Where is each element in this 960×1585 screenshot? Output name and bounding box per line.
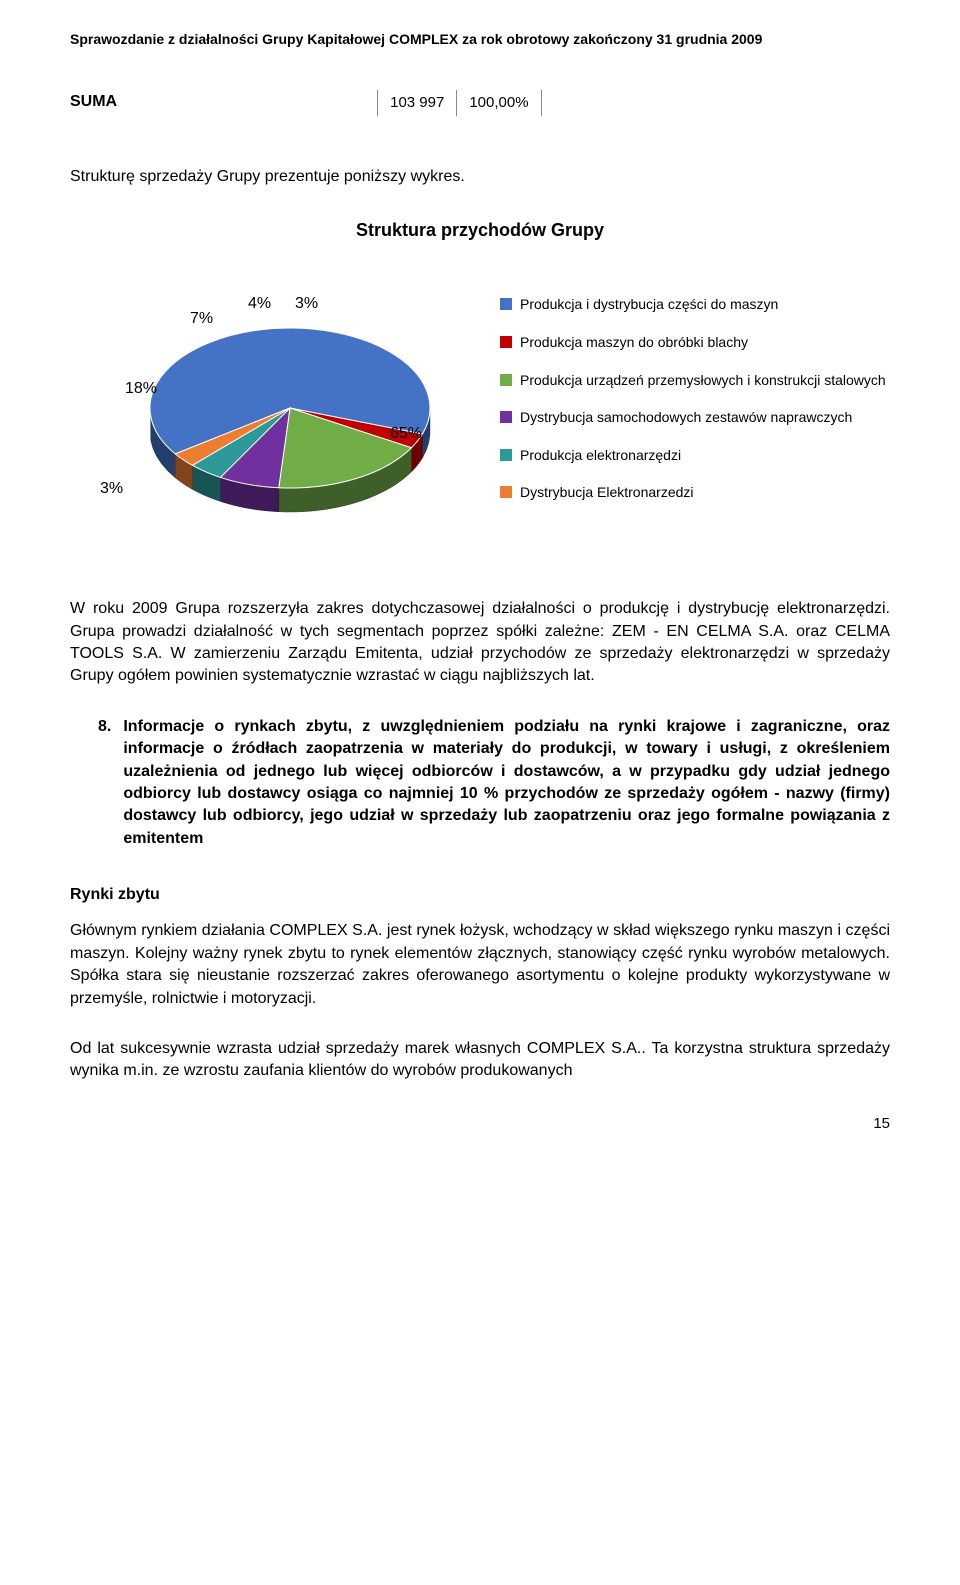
page-number: 15 bbox=[70, 1113, 890, 1134]
suma-label: SUMA bbox=[70, 90, 378, 116]
legend-label: Produkcja urządzeń przemysłowych i konst… bbox=[520, 371, 886, 391]
legend-label: Produkcja i dystrybucja części do maszyn bbox=[520, 295, 778, 315]
legend-item: Produkcja i dystrybucja części do maszyn bbox=[500, 295, 890, 315]
legend-item: Produkcja elektronarzędzi bbox=[500, 446, 890, 466]
suma-row: SUMA 103 997 100,00% bbox=[70, 90, 890, 116]
legend-swatch bbox=[500, 298, 512, 310]
rynki-heading: Rynki zbytu bbox=[70, 884, 890, 906]
chart-title: Struktura przychodów Grupy bbox=[70, 218, 890, 243]
legend-label: Produkcja elektronarzędzi bbox=[520, 446, 681, 466]
chart-legend: Produkcja i dystrybucja części do maszyn… bbox=[500, 295, 890, 521]
suma-value: 103 997 bbox=[378, 90, 457, 116]
section-heading-text: Informacje o rynkach zbytu, z uwzględnie… bbox=[123, 716, 890, 850]
rynki-para-1: Głównym rynkiem działania COMPLEX S.A. j… bbox=[70, 920, 890, 1010]
legend-item: Produkcja urządzeń przemysłowych i konst… bbox=[500, 371, 890, 391]
pie-svg: 65% 3% 18% 7% 4% 3% bbox=[70, 268, 470, 548]
legend-swatch bbox=[500, 374, 512, 386]
legend-swatch bbox=[500, 336, 512, 348]
revenue-structure-chart: Struktura przychodów Grupy 65% 3% 18% 7% 4% 3… bbox=[70, 218, 890, 548]
pie-slice-label: 18% bbox=[125, 380, 157, 397]
chart-body: 65% 3% 18% 7% 4% 3% Produkcja i dystrybucja c… bbox=[70, 268, 890, 548]
pie-slice-label: 3% bbox=[100, 480, 123, 497]
section-number: 8. bbox=[70, 716, 111, 850]
rynki-para-2: Od lat sukcesywnie wzrasta udział sprzed… bbox=[70, 1038, 890, 1083]
legend-item: Dystrybucja samochodowych zestawów napra… bbox=[500, 408, 890, 428]
pie-chart: 65% 3% 18% 7% 4% 3% bbox=[70, 268, 470, 548]
report-header: Sprawozdanie z działalności Grupy Kapita… bbox=[70, 30, 890, 50]
legend-swatch bbox=[500, 449, 512, 461]
legend-label: Produkcja maszyn do obróbki blachy bbox=[520, 333, 748, 353]
section-8: 8. Informacje o rynkach zbytu, z uwzględ… bbox=[70, 716, 890, 850]
intro-paragraph: Strukturę sprzedaży Grupy prezentuje pon… bbox=[70, 166, 890, 188]
legend-label: Dystrybucja Elektronarzedzi bbox=[520, 483, 694, 503]
suma-percent: 100,00% bbox=[457, 90, 541, 116]
page-container: Sprawozdanie z działalności Grupy Kapita… bbox=[0, 0, 960, 1174]
pie-slice-label: 7% bbox=[190, 310, 213, 327]
legend-label: Dystrybucja samochodowych zestawów napra… bbox=[520, 408, 852, 428]
legend-item: Produkcja maszyn do obróbki blachy bbox=[500, 333, 890, 353]
pie-slice-label: 3% bbox=[295, 295, 318, 312]
legend-swatch bbox=[500, 411, 512, 423]
pie-slice-label: 4% bbox=[248, 295, 271, 312]
legend-item: Dystrybucja Elektronarzedzi bbox=[500, 483, 890, 503]
legend-swatch bbox=[500, 486, 512, 498]
pie-slice-label: 65% bbox=[390, 425, 422, 442]
paragraph-1: W roku 2009 Grupa rozszerzyła zakres dot… bbox=[70, 598, 890, 688]
